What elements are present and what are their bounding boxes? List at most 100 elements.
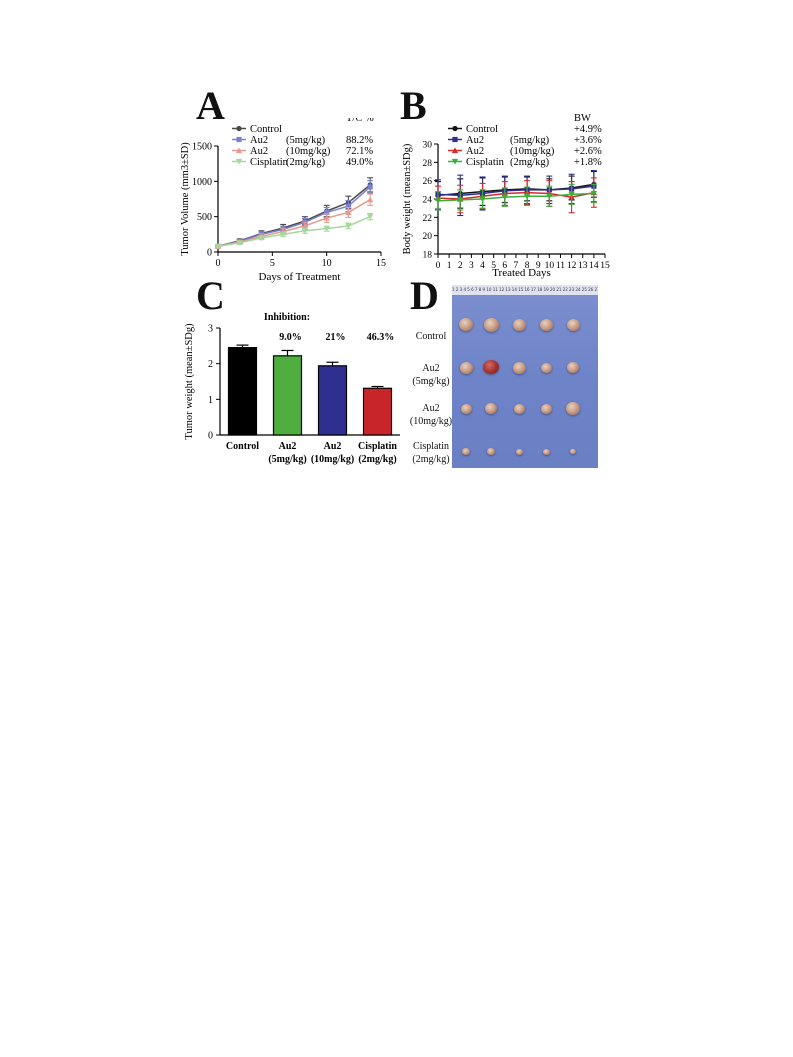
- data-point: [501, 194, 508, 201]
- data-point: [590, 190, 597, 197]
- data-point: [214, 243, 222, 250]
- legend-stat: +3.6%: [574, 135, 602, 146]
- legend-stat: 49.0%: [346, 157, 373, 168]
- x-tick-label: 11: [556, 261, 565, 271]
- y-tick-label: 0: [207, 248, 212, 259]
- chart-c-tumor-weight: 0 1 2 3 Tumor weight (mean±SDg) Inhibition: Co…: [184, 312, 400, 465]
- data-point: [345, 223, 352, 229]
- y-axis-label: Body weight (mean±SDg): [402, 143, 413, 254]
- series-line: [217, 215, 371, 248]
- y-tick-label: 22: [423, 214, 433, 224]
- series-line: [437, 191, 595, 200]
- photo-row-label-group: Au2: [422, 403, 440, 414]
- data-point: [479, 196, 486, 203]
- x-tick-label: 10: [322, 258, 332, 269]
- series-line: [437, 183, 594, 197]
- y-tick-label: 1000: [192, 177, 212, 188]
- photo-row-label: Cisplatin (2mg/kg): [408, 440, 454, 466]
- legend-marker: [236, 125, 242, 132]
- legend-stat: 72.1%: [346, 146, 373, 157]
- photo-row-label-dose: (2mg/kg): [412, 454, 450, 465]
- legend-marker: [235, 147, 243, 154]
- x-tick-label: 1: [447, 261, 452, 271]
- legend: BW Control +4.9% Au2 (5mg/kg) +3.6% Au2 (10mg/k…: [448, 113, 602, 168]
- data-point: [258, 235, 265, 241]
- photo-ruler: 1 2 3 4 5 6 7 8 9 10 11 12 13 14 15 16 1…: [452, 285, 598, 295]
- y-tick-label: 2: [208, 359, 213, 370]
- legend-name: Au2: [250, 146, 268, 157]
- tumor-sample: [566, 318, 580, 331]
- legend-marker: [235, 158, 243, 165]
- y-axis-label: Tumor Volume (mm3±SD): [180, 142, 191, 256]
- chart-a-tumor-volume: 0 500 1000 1500 0 5 10 15 Days of Treatment Tumor…: [180, 118, 386, 283]
- x-tick-label: 0: [436, 261, 441, 271]
- x-tick-label: 15: [376, 258, 386, 269]
- x-tick-label: 6: [502, 261, 507, 271]
- x-tick-label: 2: [458, 261, 463, 271]
- tumor-sample: [515, 448, 523, 455]
- series-line: [217, 184, 371, 248]
- data-point: [324, 209, 330, 216]
- legend-dose: (10mg/kg): [510, 146, 555, 157]
- x-tick-label: 5: [491, 261, 496, 271]
- y-tick-label: 0: [208, 431, 213, 442]
- legend-stat: 88.2%: [346, 135, 373, 146]
- y-tick-label: 28: [423, 159, 433, 169]
- bar-1: [272, 355, 303, 436]
- tumor-photograph: 1 2 3 4 5 6 7 8 9 10 11 12 13 14 15 16 1…: [452, 285, 598, 468]
- legend-dose: (5mg/kg): [510, 135, 550, 146]
- series-3: [434, 183, 597, 211]
- tumor-sample: [459, 318, 473, 331]
- series-line: [437, 185, 594, 197]
- x-axis-label: Treated Days: [492, 267, 551, 279]
- legend-stat: +4.9%: [574, 124, 602, 135]
- data-point: [367, 214, 374, 220]
- legend-name: Control: [250, 124, 282, 135]
- data-point: [345, 203, 351, 209]
- y-tick-label: 3: [208, 324, 213, 335]
- y-tick-label: 30: [423, 141, 433, 151]
- panel-letter-d: D: [410, 273, 439, 318]
- data-point: [323, 226, 330, 232]
- tumor-sample: [566, 402, 580, 415]
- x-tick-label: 3: [469, 261, 474, 271]
- photo-row-label-dose: (10mg/kg): [409, 416, 453, 427]
- data-point: [523, 193, 531, 200]
- panel-letter-a: A: [196, 83, 225, 128]
- legend-header: BW: [574, 113, 591, 124]
- category-label: Cisplatin: [358, 441, 397, 452]
- legend-marker: [236, 136, 242, 143]
- series-3: [214, 212, 374, 250]
- photo-row-label-group: Control: [415, 331, 447, 342]
- y-tick-label: 24: [423, 196, 433, 206]
- bar-2: [317, 365, 348, 436]
- legend-marker: [451, 147, 459, 154]
- y-tick-label: 1500: [192, 142, 212, 153]
- y-axis-label: Tumor weight (mean±SDg): [184, 323, 195, 440]
- data-point: [323, 214, 330, 221]
- x-tick-label: 8: [525, 261, 530, 271]
- tumor-sample: [540, 362, 552, 373]
- tumor-sample: [485, 403, 497, 414]
- tumor-sample: [483, 360, 499, 374]
- legend-stat: +2.6%: [574, 146, 602, 157]
- legend-name: Cisplatin: [250, 157, 289, 168]
- data-point: [434, 198, 442, 204]
- tumor-sample: [487, 448, 495, 455]
- tumor-sample: [542, 448, 550, 455]
- photo-row-label-dose: (5mg/kg): [412, 376, 450, 387]
- legend-name: Au2: [466, 135, 484, 146]
- data-point: [457, 197, 464, 204]
- category-label-dose: (2mg/kg): [358, 454, 396, 465]
- data-point: [546, 193, 553, 200]
- series-line: [437, 192, 594, 202]
- photo-row-label-group: Cisplatin: [412, 441, 450, 452]
- panel-letter-b: B: [400, 83, 427, 128]
- y-tick-label: 500: [197, 212, 212, 223]
- category-label: Au2: [324, 441, 342, 452]
- tumor-sample: [483, 317, 499, 332]
- x-tick-label: 12: [567, 261, 577, 271]
- x-tick-label: 10: [545, 261, 555, 271]
